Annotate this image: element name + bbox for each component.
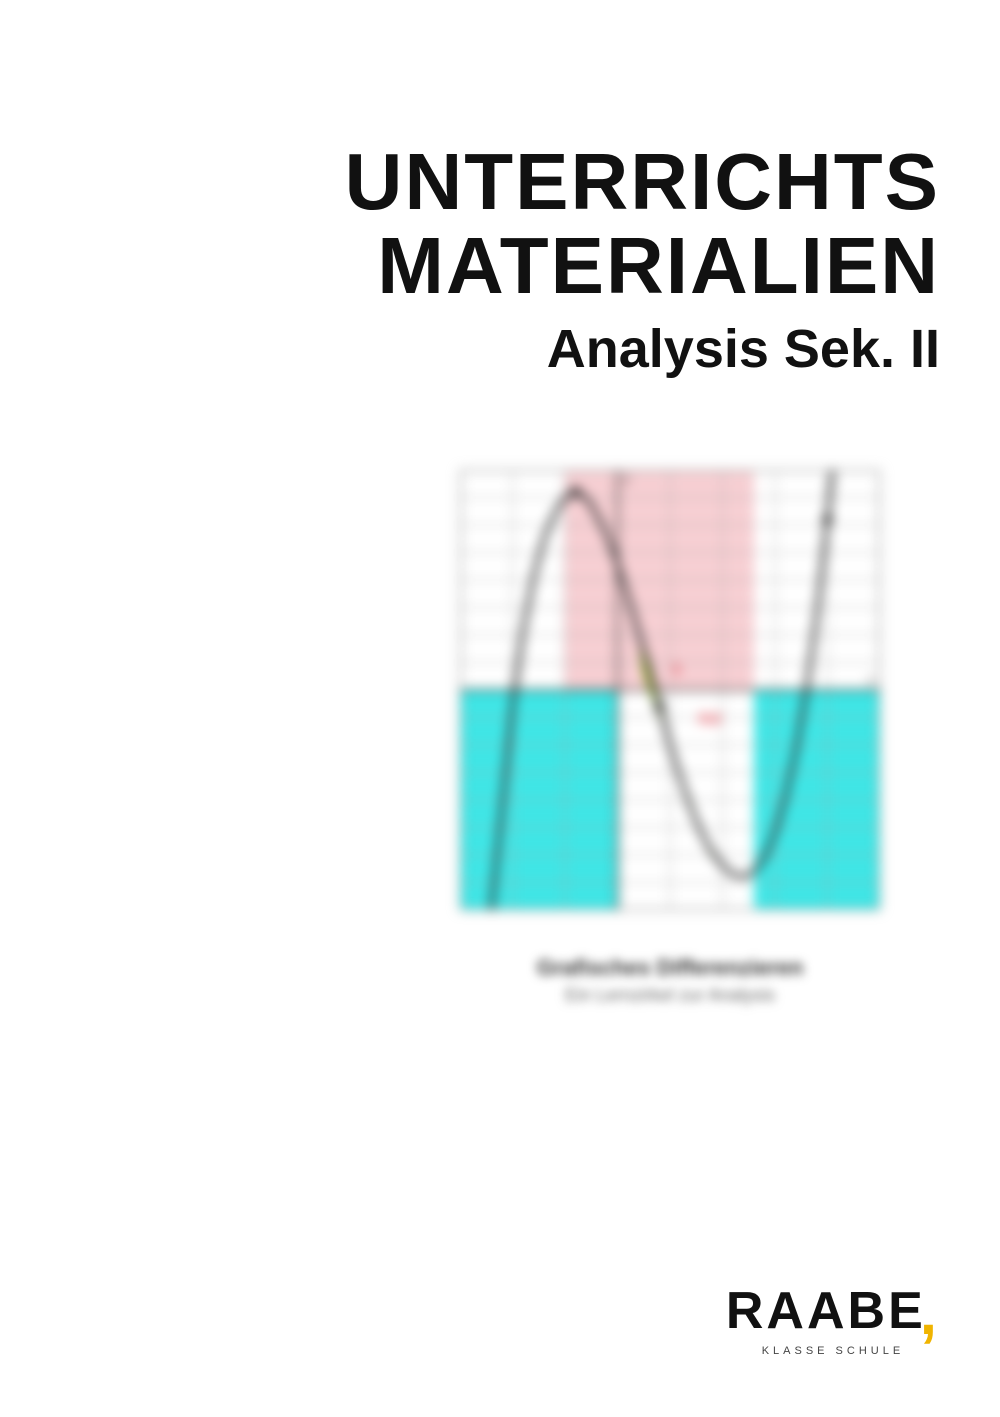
logo-accent-icon: , — [920, 1279, 940, 1348]
caption-subtitle: Ein Lernzirkel zur Analysis — [460, 985, 880, 1006]
title-line2: MATERIALIEN — [0, 224, 940, 308]
title-subtitle: Analysis Sek. II — [0, 318, 940, 380]
publisher-logo: RAABE, KLASSE SCHULE — [726, 1278, 940, 1357]
title-line1: UNTERRICHTS — [0, 140, 940, 224]
logo-tagline: KLASSE SCHULE — [726, 1345, 940, 1357]
caption-title: Grafisches Differenzieren — [460, 955, 880, 981]
svg-text:x: x — [868, 673, 874, 687]
title-block: UNTERRICHTS MATERIALIEN Analysis Sek. II — [0, 140, 940, 380]
logo-text: RAABE — [726, 1282, 926, 1340]
function-plot: 1 -5.2 y x — [460, 470, 880, 910]
svg-text:y: y — [624, 471, 630, 485]
svg-text:1: 1 — [673, 661, 681, 677]
svg-text:-5.2: -5.2 — [696, 710, 720, 726]
figure-caption: Grafisches Differenzieren Ein Lernzirkel… — [460, 955, 880, 1006]
